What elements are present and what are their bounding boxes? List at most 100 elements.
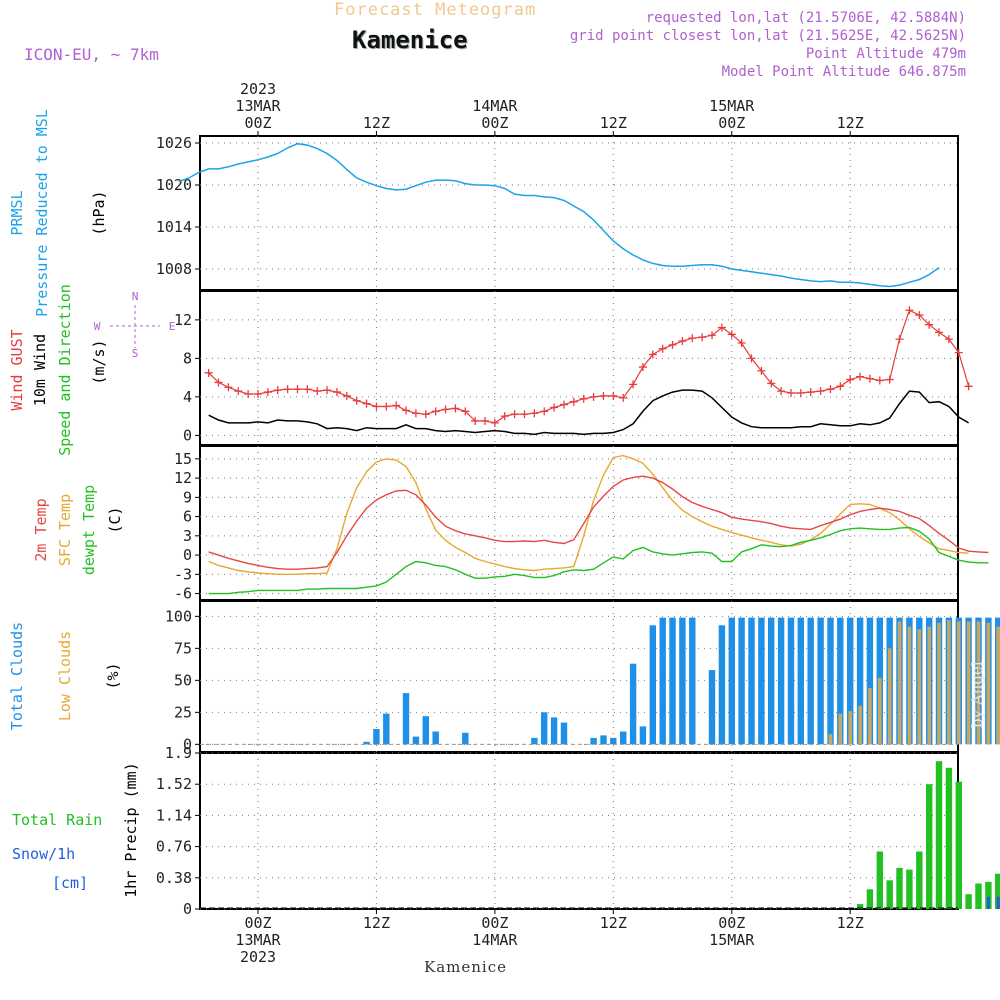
- y-tick-label: 9: [183, 488, 192, 506]
- bottom-time-label: 12Z: [363, 914, 390, 932]
- pressure-label: Pressure Reduced to MSL: [33, 109, 51, 317]
- low-cloud-bar: [828, 734, 833, 745]
- gust-marker: [668, 340, 677, 349]
- gust-marker: [688, 334, 697, 343]
- top-time-label: 2023: [240, 80, 276, 98]
- low-cloud-bar: [947, 620, 951, 745]
- clouds-unit-label: (%): [104, 662, 122, 689]
- total-cloud-bar: [560, 722, 568, 745]
- low-cloud-bar: [887, 648, 892, 745]
- top-time-label: 12Z: [363, 114, 390, 132]
- total-cloud-bar: [777, 617, 785, 745]
- rain-bar: [975, 883, 982, 909]
- gust-marker: [540, 407, 549, 416]
- gust-marker: [342, 391, 351, 400]
- low-cloud-bar: [966, 621, 971, 745]
- low-cloud-bar: [996, 626, 1000, 745]
- y-tick-label: 0.76: [156, 838, 192, 856]
- rain-bar: [886, 880, 893, 909]
- snow-bar: [986, 896, 990, 909]
- gust-marker: [589, 392, 598, 401]
- gust-marker: [915, 311, 924, 320]
- gust-marker: [362, 399, 371, 408]
- model-altitude: Model Point Altitude 646.875m: [721, 64, 966, 80]
- y-tick-label: 0: [183, 546, 192, 564]
- y-tick-label: 0: [183, 900, 192, 918]
- gust-marker: [244, 389, 253, 398]
- gust-marker: [717, 323, 726, 332]
- top-time-label: 15MAR: [709, 97, 755, 115]
- gust-marker: [471, 416, 480, 425]
- gust-marker: [757, 366, 766, 375]
- rain-bar: [985, 881, 992, 909]
- gust-marker: [283, 385, 292, 394]
- total-cloud-bar: [787, 617, 795, 745]
- panel-frame-temp: [199, 445, 959, 601]
- total-cloud-bar: [847, 617, 854, 745]
- panel-frame-clouds: [199, 600, 959, 753]
- top-time-label: 12Z: [837, 114, 864, 132]
- gust-marker: [214, 378, 223, 387]
- rain-bar: [896, 867, 903, 909]
- y-tick-label: 3: [183, 527, 192, 545]
- total-cloud-bar: [383, 713, 390, 745]
- footer-location: Kamenice: [424, 958, 507, 976]
- gust-marker: [935, 328, 944, 337]
- rain-bar: [965, 894, 972, 909]
- y-tick-label: 1.9: [165, 744, 192, 762]
- low-cloud-bar: [976, 621, 981, 745]
- low-clouds-label: Low Clouds: [56, 631, 74, 721]
- rain-bar: [876, 851, 883, 909]
- total-cloud-bar: [807, 617, 814, 745]
- gust-marker: [530, 409, 539, 418]
- compass-east: E: [169, 320, 176, 333]
- gust-marker: [619, 393, 628, 402]
- gust-marker: [392, 401, 401, 410]
- gust-marker: [609, 391, 618, 400]
- snow-unit-label: [cm]: [52, 874, 88, 892]
- y-tick-label: 12: [174, 311, 192, 329]
- low-cloud-bar: [868, 688, 872, 745]
- y-tick-label: 0: [183, 426, 192, 444]
- low-cloud-bar: [897, 621, 902, 745]
- y-tick-label: 0: [183, 735, 192, 753]
- gust-marker: [747, 354, 756, 363]
- gust-marker: [875, 376, 884, 385]
- gust-marker: [372, 402, 381, 411]
- compass-west: W: [94, 320, 101, 333]
- temp-unit-label: (C): [106, 506, 124, 533]
- bottom-time-label: 13MAR: [235, 931, 281, 949]
- gust-marker: [767, 379, 776, 388]
- top-time-label: 13MAR: [235, 97, 281, 115]
- low-cloud-bar: [858, 705, 862, 745]
- total-cloud-bar: [866, 617, 874, 745]
- total-cloud-bar: [649, 625, 656, 745]
- low-cloud-bar: [907, 626, 912, 745]
- total-cloud-bar: [620, 731, 627, 745]
- low-cloud-bar: [848, 711, 852, 745]
- point-altitude: Point Altitude 479m: [805, 46, 966, 62]
- gust-marker: [816, 387, 825, 396]
- gust-marker: [895, 335, 904, 344]
- gust-marker: [273, 386, 282, 395]
- bottom-time-label: 2023: [240, 948, 276, 966]
- y-tick-label: 1014: [156, 218, 192, 236]
- panel-frame-wind: [199, 290, 959, 446]
- gust-marker: [451, 404, 460, 413]
- total-cloud-bar: [531, 737, 538, 745]
- temp-sfc-label: SFC Temp: [56, 494, 74, 566]
- compass-north: N: [132, 290, 139, 303]
- gust-marker: [629, 380, 638, 389]
- gust-marker: [599, 391, 608, 400]
- total-cloud-bar: [669, 617, 676, 745]
- y-tick-label: 1.52: [156, 775, 192, 793]
- gust-marker: [856, 372, 865, 381]
- total-cloud-bar: [462, 732, 469, 745]
- total-cloud-bar: [610, 737, 617, 745]
- bottom-time-label: 12Z: [837, 914, 864, 932]
- gust-marker: [964, 382, 973, 391]
- total-cloud-bar: [797, 617, 804, 745]
- gust-marker: [293, 385, 302, 394]
- gust-marker: [411, 409, 420, 418]
- gust-marker: [777, 387, 786, 396]
